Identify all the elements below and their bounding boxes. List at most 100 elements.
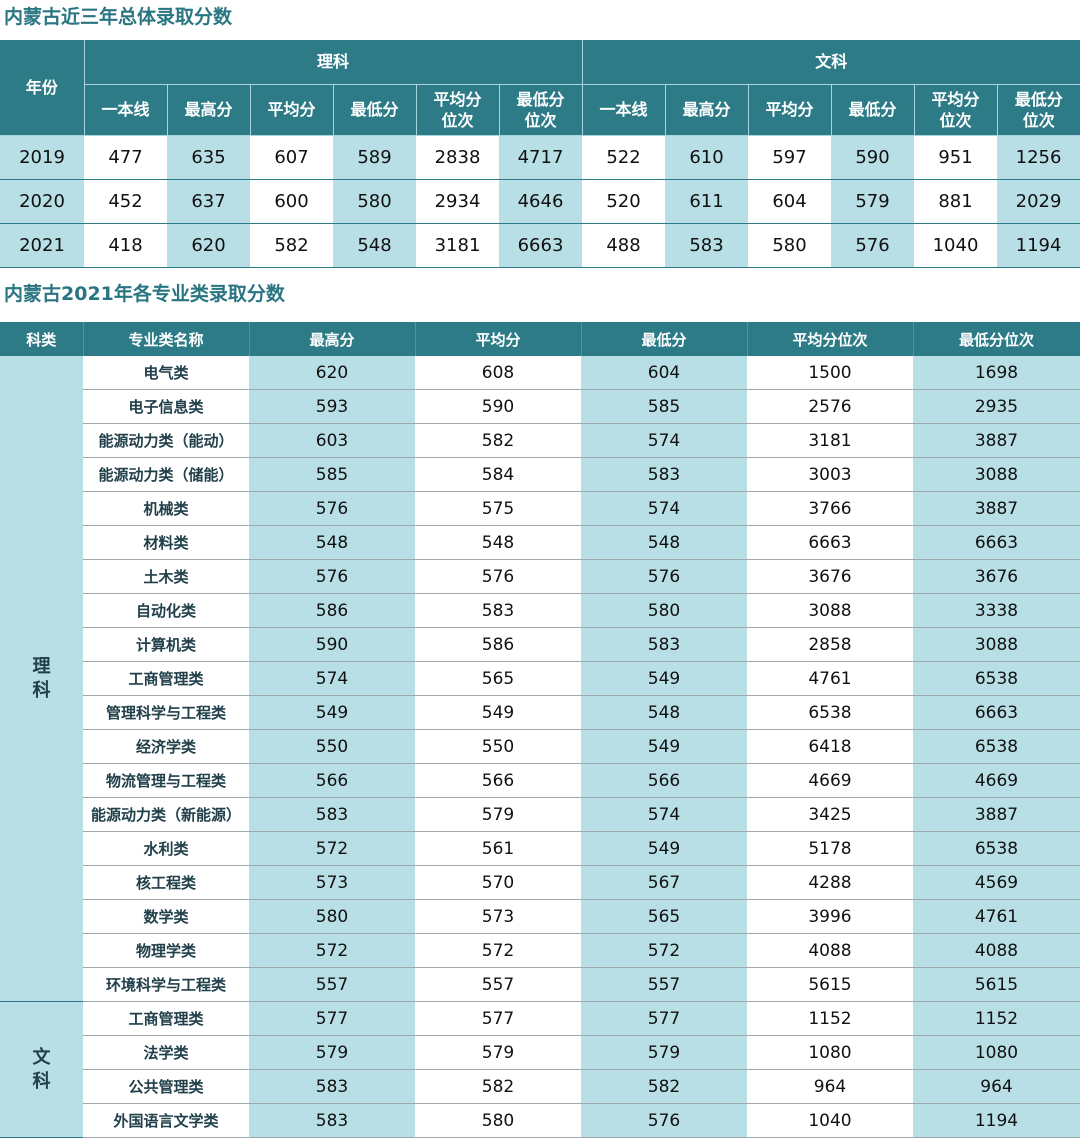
table-row: 自动化类 586 583 580 3088 3338: [0, 593, 1080, 628]
value-cell: 3766: [747, 491, 913, 526]
major-name-cell: 核工程类: [83, 865, 249, 900]
value-cell: 573: [415, 899, 581, 934]
value-cell: 549: [415, 695, 581, 730]
value-cell: 548: [415, 525, 581, 560]
value-cell: 1080: [913, 1035, 1080, 1070]
sub-header-line: 一本线: [599, 100, 648, 119]
value-cell: 3887: [913, 491, 1080, 526]
value-cell: 611: [665, 179, 749, 224]
value-cell: 964: [913, 1069, 1080, 1104]
table-row: 土木类 576 576 576 3676 3676: [0, 559, 1080, 594]
value-cell: 3003: [747, 457, 913, 492]
category-char: 文: [32, 1046, 51, 1068]
value-cell: 3338: [913, 593, 1080, 628]
value-cell: 2934: [416, 179, 499, 224]
value-cell: 590: [831, 135, 915, 180]
major-name-cell: 数学类: [83, 899, 249, 934]
value-cell: 579: [831, 179, 915, 224]
value-cell: 608: [415, 356, 581, 390]
value-cell: 2935: [913, 389, 1080, 424]
value-cell: 3996: [747, 899, 913, 934]
value-cell: 574: [581, 491, 747, 526]
table-row: 外国语言文学类 583 580 576 1040 1194: [0, 1103, 1080, 1138]
value-cell: 582: [415, 423, 581, 458]
major-name-cell: 机械类: [83, 491, 249, 526]
sub-header-line: 最高分: [184, 100, 233, 119]
table-row: 核工程类 573 570 567 4288 4569: [0, 865, 1080, 900]
value-cell: 577: [581, 1001, 747, 1036]
value-cell: 3088: [747, 593, 913, 628]
value-cell: 522: [582, 135, 666, 180]
value-cell: 583: [581, 627, 747, 662]
table-row: 能源动力类（新能源） 583 579 574 3425 3887: [0, 797, 1080, 832]
sub-header: 一本线: [582, 84, 666, 136]
major-name-cell: 经济学类: [83, 729, 249, 764]
table-row: 法学类 579 579 579 1080 1080: [0, 1035, 1080, 1070]
value-cell: 550: [415, 729, 581, 764]
value-cell: 577: [249, 1001, 415, 1036]
value-cell: 5615: [913, 967, 1080, 1002]
table-row: 经济学类 550 550 549 6418 6538: [0, 729, 1080, 764]
value-cell: 549: [249, 695, 415, 730]
value-cell: 580: [748, 223, 832, 268]
value-cell: 580: [415, 1103, 581, 1138]
sub-header: 平均分: [748, 84, 832, 136]
value-cell: 6538: [913, 661, 1080, 696]
value-cell: 3887: [913, 797, 1080, 832]
value-cell: 572: [249, 933, 415, 968]
value-cell: 4761: [913, 899, 1080, 934]
value-cell: 4669: [913, 763, 1080, 798]
year-cell: 2020: [0, 179, 84, 224]
major-name-cell: 电子信息类: [83, 389, 249, 424]
value-cell: 580: [249, 899, 415, 934]
value-cell: 4646: [499, 179, 583, 224]
table-row: 2021 418 620 582 548 3181 6663 488 583 580 576 1040…: [0, 223, 1080, 268]
major-name-cell: 公共管理类: [83, 1069, 249, 1104]
major-scores-table: 科类 专业类名称 最高分 平均分 最低分 平均分位次 最低分位次 理科电气类 620 608 60…: [0, 322, 1080, 1138]
sub-header-line: 最低分: [516, 89, 565, 109]
table-row: 管理科学与工程类 549 549 548 6538 6663: [0, 695, 1080, 730]
table-row: 能源动力类（能动） 603 582 574 3181 3887: [0, 423, 1080, 458]
column-header: 平均分: [415, 322, 582, 356]
value-cell: 576: [581, 1103, 747, 1138]
sub-header: 最低分 位次: [997, 84, 1080, 136]
value-cell: 4717: [499, 135, 583, 180]
value-cell: 548: [249, 525, 415, 560]
sub-header-line: 平均分: [433, 89, 482, 109]
category-char: 科: [32, 1070, 51, 1092]
table-row: 材料类 548 548 548 6663 6663: [0, 525, 1080, 560]
value-cell: 2576: [747, 389, 913, 424]
value-cell: 3088: [913, 627, 1080, 662]
value-cell: 567: [581, 865, 747, 900]
value-cell: 565: [415, 661, 581, 696]
category-char: 科: [32, 679, 51, 701]
major-name-cell: 能源动力类（储能）: [83, 457, 249, 492]
value-cell: 582: [581, 1069, 747, 1104]
value-cell: 548: [581, 695, 747, 730]
sub-header-line: 一本线: [101, 100, 150, 119]
value-cell: 6663: [747, 525, 913, 560]
major-name-cell: 工商管理类: [83, 661, 249, 696]
value-cell: 557: [415, 967, 581, 1002]
value-cell: 574: [581, 423, 747, 458]
value-cell: 1194: [997, 223, 1080, 268]
value-cell: 2858: [747, 627, 913, 662]
value-cell: 488: [582, 223, 666, 268]
value-cell: 603: [249, 423, 415, 458]
major-name-cell: 物理学类: [83, 933, 249, 968]
table-row: 数学类 580 573 565 3996 4761: [0, 899, 1080, 934]
value-cell: 593: [249, 389, 415, 424]
value-cell: 4669: [747, 763, 913, 798]
sub-header: 平均分 位次: [914, 84, 998, 136]
sub-header-line: 最高分: [682, 100, 731, 119]
table-row: 机械类 576 575 574 3766 3887: [0, 491, 1080, 526]
value-cell: 6663: [913, 695, 1080, 730]
table-row: 水利类 572 561 549 5178 6538: [0, 831, 1080, 866]
value-cell: 635: [167, 135, 250, 180]
value-cell: 579: [415, 797, 581, 832]
value-cell: 582: [415, 1069, 581, 1104]
value-cell: 572: [581, 933, 747, 968]
major-name-cell: 外国语言文学类: [83, 1103, 249, 1138]
value-cell: 548: [333, 223, 416, 268]
major-name-cell: 法学类: [83, 1035, 249, 1070]
